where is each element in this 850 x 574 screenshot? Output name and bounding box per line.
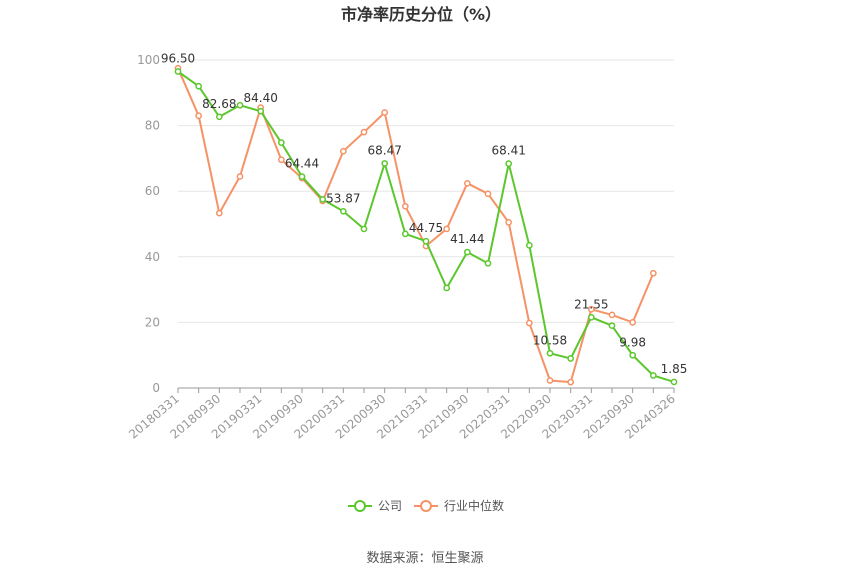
- data-point[interactable]: [629, 319, 637, 326]
- data-point[interactable]: [360, 128, 368, 136]
- y-tick-label: 40: [145, 250, 160, 264]
- y-tick-label: 0: [152, 381, 160, 395]
- data-point[interactable]: [608, 322, 616, 330]
- data-point[interactable]: [505, 219, 513, 226]
- data-label: 84.40: [243, 91, 277, 105]
- legend-label: 行业中位数: [444, 498, 504, 513]
- data-point[interactable]: [525, 319, 533, 327]
- source-note: 数据来源：恒生聚源: [366, 551, 483, 566]
- data-point[interactable]: [505, 160, 513, 167]
- data-point[interactable]: [443, 225, 451, 233]
- data-point[interactable]: [587, 313, 595, 321]
- y-tick-label: 80: [145, 119, 160, 133]
- data-point[interactable]: [484, 260, 492, 267]
- data-point[interactable]: [608, 311, 616, 319]
- data-point[interactable]: [298, 173, 306, 180]
- data-point[interactable]: [339, 147, 347, 155]
- y-tick-label: 100: [137, 53, 160, 67]
- data-point[interactable]: [360, 225, 368, 233]
- data-point[interactable]: [484, 190, 492, 198]
- data-point[interactable]: [629, 351, 637, 359]
- data-point[interactable]: [443, 284, 451, 292]
- data-label: 82.68: [202, 97, 236, 111]
- data-point[interactable]: [401, 202, 409, 210]
- data-label: 68.41: [491, 144, 525, 158]
- data-label: 68.47: [367, 143, 401, 157]
- data-point[interactable]: [215, 209, 223, 217]
- data-point[interactable]: [339, 207, 347, 215]
- data-label: 21.55: [574, 297, 608, 311]
- data-point[interactable]: [277, 139, 285, 147]
- data-label: 9.98: [619, 335, 646, 349]
- data-point[interactable]: [670, 378, 678, 386]
- data-point[interactable]: [463, 248, 471, 256]
- data-point[interactable]: [319, 196, 327, 203]
- data-label: 41.44: [450, 232, 484, 246]
- data-label: 96.50: [161, 51, 195, 65]
- data-point[interactable]: [236, 101, 244, 109]
- legend-marker: [354, 500, 366, 512]
- legend-item-industry-median[interactable]: 行业中位数: [414, 498, 504, 513]
- series-lines: [174, 64, 678, 386]
- data-point[interactable]: [587, 305, 595, 313]
- data-point[interactable]: [215, 113, 223, 121]
- data-label: 64.44: [285, 157, 319, 171]
- data-point[interactable]: [195, 112, 203, 120]
- data-point[interactable]: [257, 107, 265, 115]
- data-label: 53.87: [326, 191, 360, 205]
- axes: 0204060801002018033120180930201903312019…: [126, 53, 678, 442]
- data-point[interactable]: [195, 82, 203, 90]
- y-tick-label: 20: [145, 315, 160, 329]
- data-point[interactable]: [277, 156, 285, 164]
- data-point[interactable]: [381, 160, 389, 167]
- series-line-industry-median: [177, 67, 655, 384]
- data-point[interactable]: [649, 372, 657, 379]
- legend-label: 公司: [378, 499, 402, 513]
- data-label: 10.58: [533, 333, 567, 347]
- data-point[interactable]: [649, 269, 657, 277]
- data-point[interactable]: [525, 241, 533, 249]
- legend-item-company[interactable]: 公司: [348, 499, 402, 513]
- data-point[interactable]: [567, 355, 575, 362]
- legend[interactable]: 公司 行业中位数: [348, 498, 504, 513]
- data-label: 1.85: [661, 362, 688, 376]
- data-point[interactable]: [567, 378, 575, 386]
- data-point[interactable]: [546, 377, 554, 384]
- data-point[interactable]: [236, 173, 244, 180]
- data-point[interactable]: [422, 237, 430, 245]
- chart-title: 市净率历史分位（%）: [341, 5, 501, 24]
- data-point[interactable]: [463, 179, 471, 187]
- data-labels: 96.50 82.68 84.40 64.44 53.87 68.47 44.75 41.44…: [161, 51, 688, 375]
- data-label: 44.75: [409, 221, 443, 235]
- data-point[interactable]: [174, 68, 182, 75]
- data-point[interactable]: [401, 230, 409, 238]
- legend-marker: [420, 500, 432, 512]
- y-tick-label: 60: [145, 184, 160, 198]
- data-point[interactable]: [381, 109, 389, 116]
- data-point[interactable]: [546, 349, 554, 357]
